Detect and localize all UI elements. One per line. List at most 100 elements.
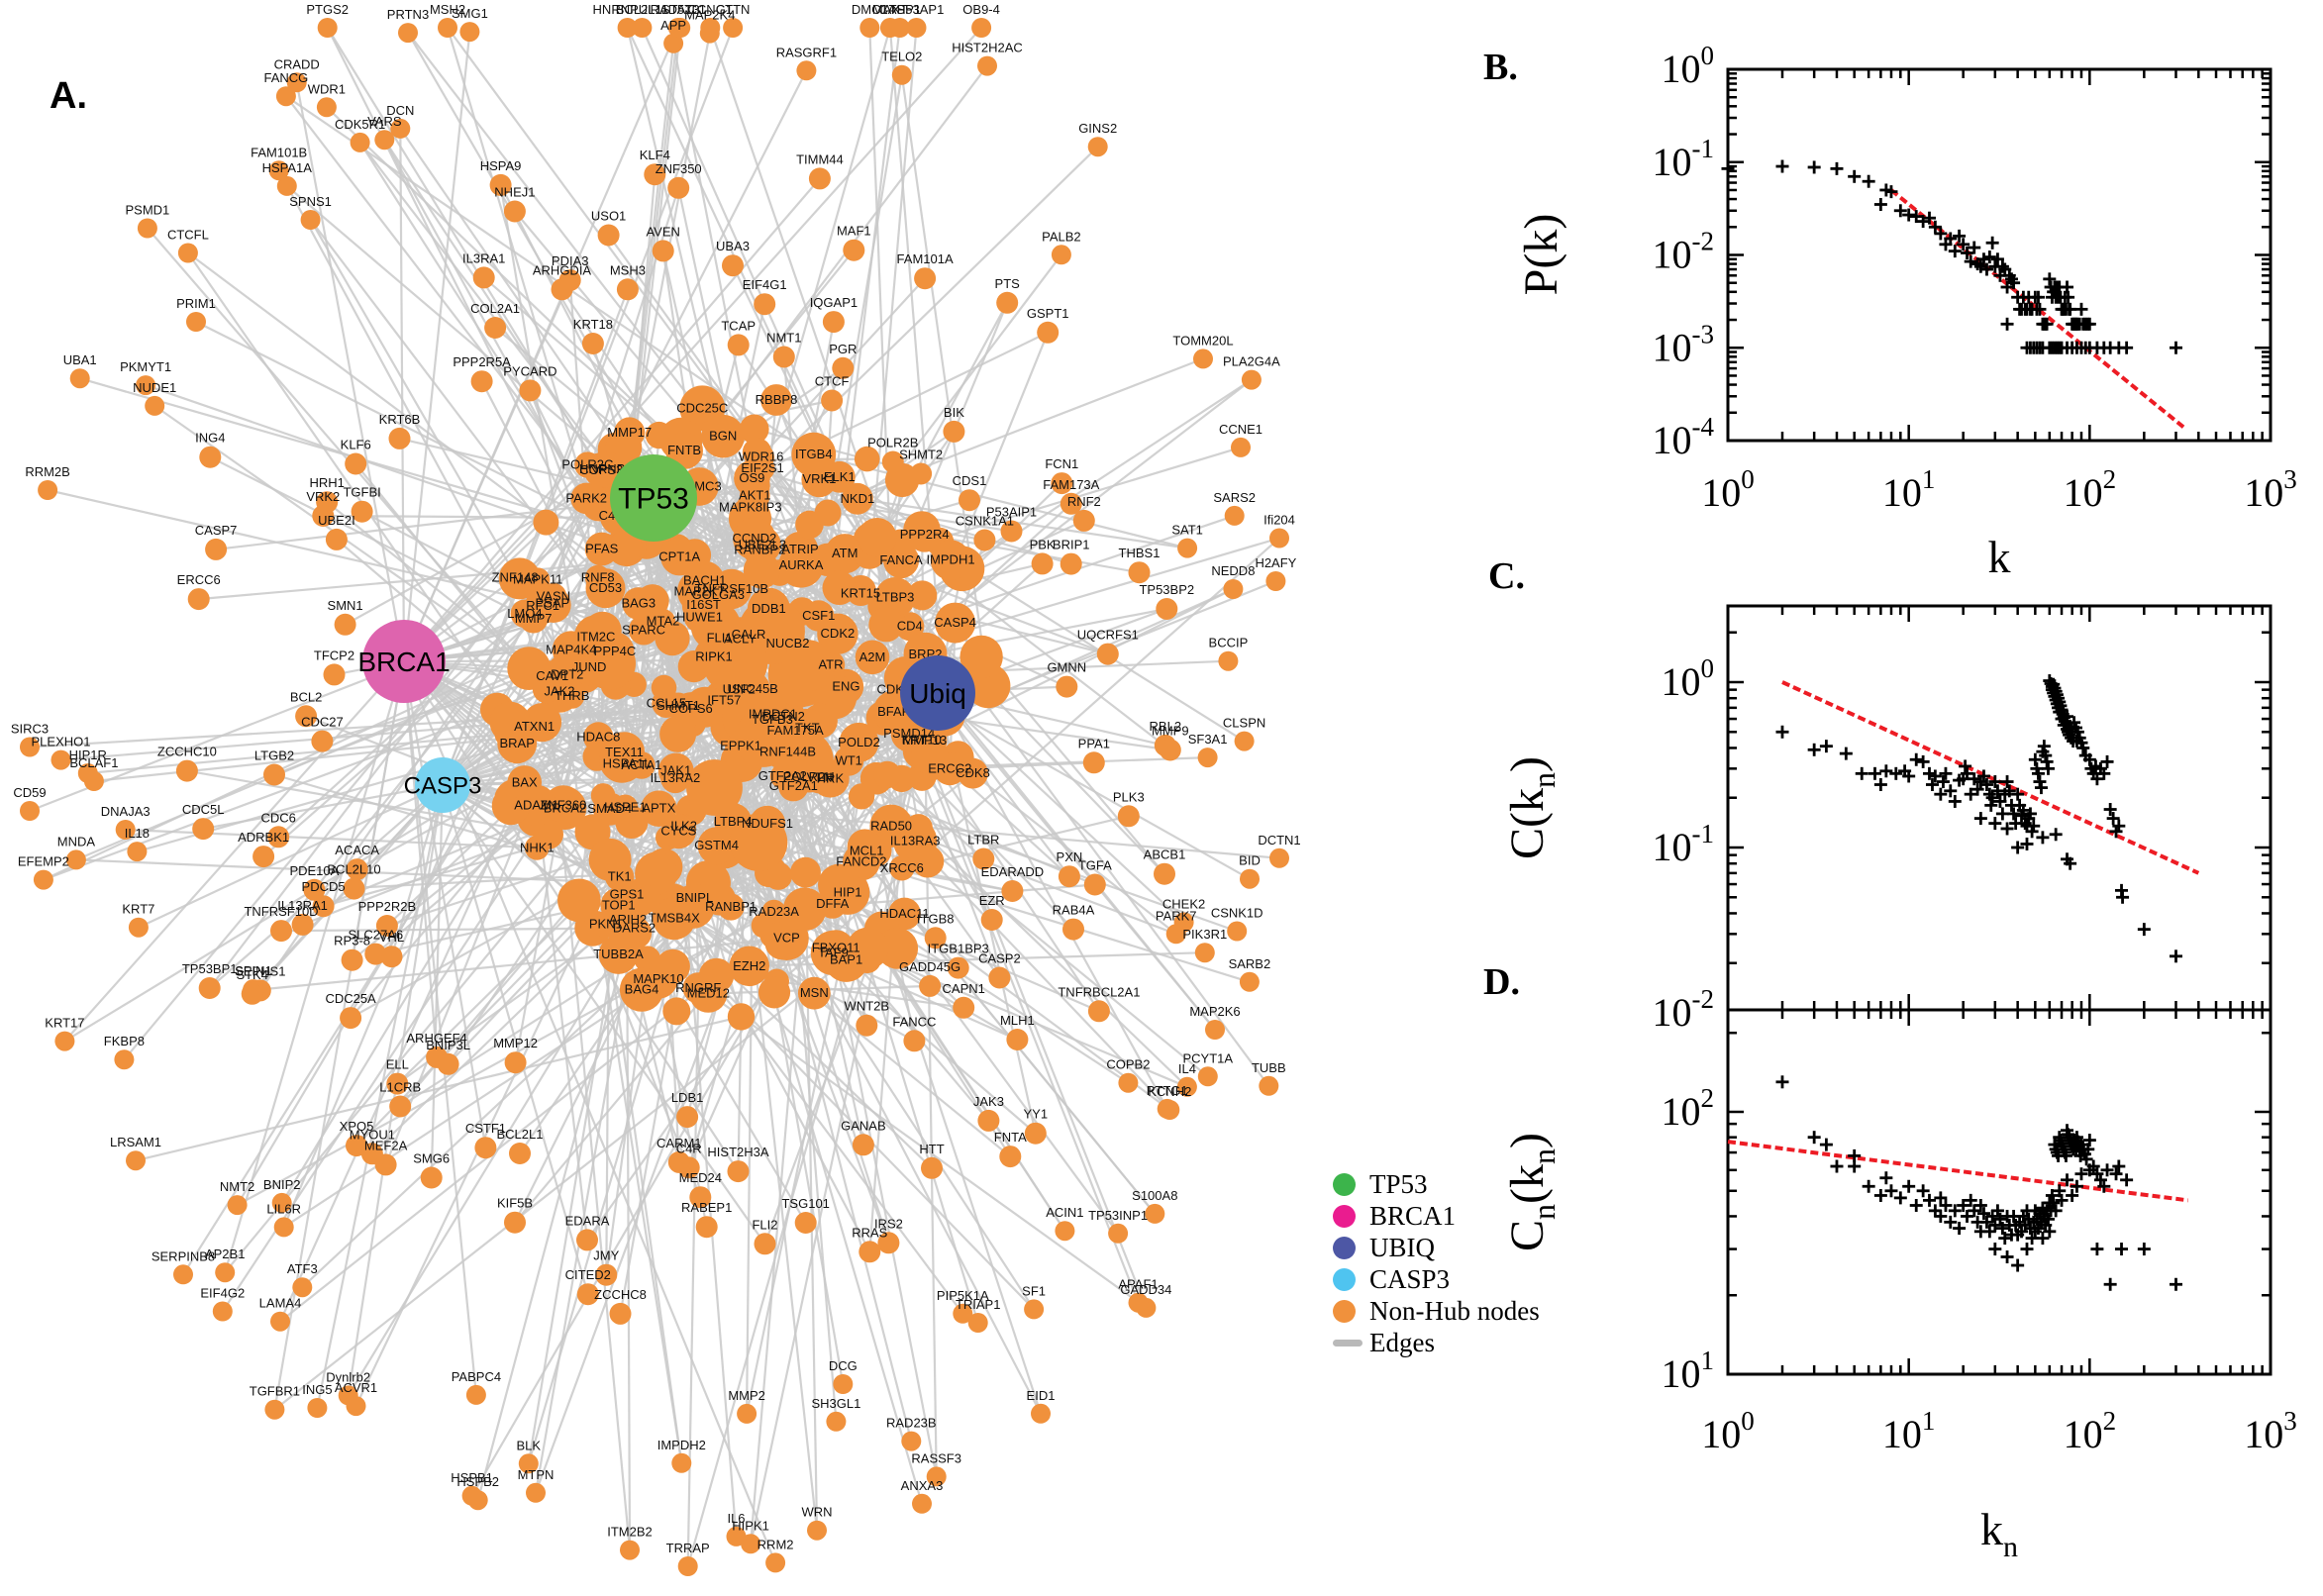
scatter-points xyxy=(1775,674,2182,963)
network-node xyxy=(312,895,335,918)
scatter-points xyxy=(1775,1075,2182,1291)
network-node-label: HIST2H2AC xyxy=(952,41,1023,55)
network-node xyxy=(919,974,942,997)
network-node xyxy=(317,18,338,38)
network-node xyxy=(873,760,901,789)
network-node xyxy=(906,18,927,38)
network-node-label: TGFA xyxy=(1078,858,1112,873)
network-node-label: AKT1 xyxy=(739,488,771,503)
network-node-label: FANCC xyxy=(892,1014,936,1029)
network-node-label: LTBP4 xyxy=(714,814,753,829)
network-node-label: ERCC2 xyxy=(928,761,971,776)
network-node-label: ACTA1 xyxy=(621,757,661,772)
network-node-label: THRB xyxy=(555,688,589,703)
network-node-label: BAX xyxy=(512,774,538,789)
network-node-label: MAP4K4 xyxy=(546,642,596,656)
network-node-label: MNDA xyxy=(57,834,96,848)
network-node-label: CDK2 xyxy=(821,626,856,641)
network-node-label: BNIP2 xyxy=(263,1177,301,1192)
network-node xyxy=(1060,552,1082,575)
network-node-label: Ifi204 xyxy=(1263,513,1295,528)
network-node-label: VARS xyxy=(367,114,402,129)
network-node-label: STAT3 xyxy=(661,2,700,17)
network-edge xyxy=(937,692,1185,924)
legend-item-tp53: TP53 xyxy=(1333,1168,1540,1200)
network-node xyxy=(590,783,616,808)
network-node xyxy=(924,927,947,949)
network-node xyxy=(438,18,457,38)
network-node xyxy=(375,915,398,937)
network-node-label: HSPA1L xyxy=(603,755,652,770)
network-node-label: RAB4A xyxy=(1053,903,1095,918)
network-node-label: TSG101 xyxy=(781,1196,829,1211)
network-node-label: FANCG xyxy=(264,70,309,85)
network-node-label: BRIP1 xyxy=(1053,538,1090,552)
network-node xyxy=(877,1232,900,1254)
network-node xyxy=(973,529,996,551)
network-node-label: RRAS xyxy=(852,1225,887,1240)
network-node-label: YY1 xyxy=(1024,1107,1049,1122)
network-node-label: MTPN xyxy=(518,1467,555,1482)
network-node-label: ERCC6 xyxy=(177,572,221,587)
network-node xyxy=(1001,880,1024,902)
network-node xyxy=(583,637,636,690)
legend-label: UBIQ xyxy=(1369,1232,1435,1262)
network-node-label: ACACA xyxy=(335,843,379,857)
network-node xyxy=(943,420,965,443)
network-node-label: ZCCHC10 xyxy=(157,745,217,759)
network-node xyxy=(697,827,736,865)
network-edge xyxy=(195,321,939,694)
network-node-label: RNF8 xyxy=(581,570,615,585)
network-node xyxy=(660,763,690,794)
network-node xyxy=(743,551,780,589)
network-edge xyxy=(798,74,903,693)
network-node-label: WDR1 xyxy=(308,81,346,96)
network-node-label: TK1 xyxy=(608,869,632,884)
network-node xyxy=(980,909,1003,931)
network-node-label: IL4 xyxy=(1178,1061,1196,1076)
network-node-label: RNGRF xyxy=(675,980,721,995)
network-node-label: EIF2S1 xyxy=(741,460,783,475)
network-edge xyxy=(652,497,738,1537)
network-node xyxy=(858,1241,881,1263)
network-node-label: BRCA2 xyxy=(544,800,586,815)
network-node xyxy=(316,97,337,118)
network-node xyxy=(1083,873,1106,896)
network-node xyxy=(717,893,745,921)
network-node xyxy=(1108,1223,1129,1244)
network-node-label: CCND2 xyxy=(733,531,777,546)
node-color-swatch xyxy=(1333,1172,1356,1196)
network-edge xyxy=(262,602,554,857)
network-node-label: SMG6 xyxy=(413,1151,450,1166)
network-node-label: TIMM44 xyxy=(796,151,844,166)
network-node-label: MMP7 xyxy=(515,611,553,626)
network-node xyxy=(676,1106,699,1129)
hub-nodes: TP53 BRCA1 Ubiq CASP3 xyxy=(357,454,975,813)
network-node xyxy=(173,1264,193,1285)
panel-d-label: D. xyxy=(1483,961,1520,1003)
legend-item-brca1: BRCA1 xyxy=(1333,1200,1540,1232)
network-node-label: H2AFY xyxy=(1255,555,1296,570)
network-node-label: LAMA4 xyxy=(259,1296,302,1311)
network-node-label: KRT17 xyxy=(45,1016,84,1031)
network-node-label: PTGS2 xyxy=(306,2,349,17)
network-node xyxy=(634,885,661,913)
fit-line xyxy=(1889,188,2185,429)
network-node-label: IMPDH1 xyxy=(926,552,974,567)
network-node-label: HRK xyxy=(817,770,845,785)
edge-line-swatch xyxy=(1333,1339,1363,1347)
network-node xyxy=(273,1217,294,1238)
network-node-label: MMP9 xyxy=(1152,724,1189,739)
network-edge xyxy=(63,660,405,1043)
network-node-label: JAK3 xyxy=(973,1094,1004,1109)
network-node-label: ABCB1 xyxy=(1144,848,1186,862)
network-node-label: FAM173A xyxy=(1043,477,1099,492)
network-node-label: DCN xyxy=(386,103,414,118)
network-node-label: POLR2B xyxy=(867,436,918,450)
network-node xyxy=(849,783,875,810)
network-node xyxy=(822,311,845,334)
network-node xyxy=(665,432,703,469)
network-node-label: FAM175A xyxy=(767,723,824,738)
network-node-label: POLR2H xyxy=(783,769,835,784)
network-node-label: FCN1 xyxy=(1045,456,1078,471)
